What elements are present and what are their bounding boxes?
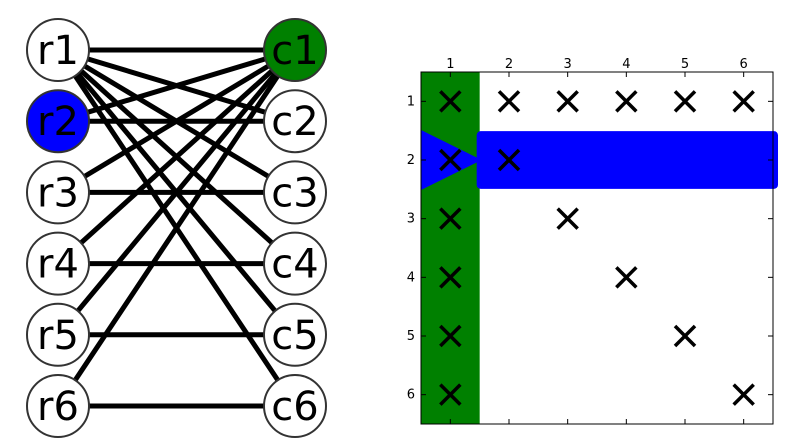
nonzero-mark-r1-c4 [615,90,638,113]
row-node-circle [26,302,90,367]
col-node-c2: c2 [263,89,327,154]
row-node-r4: r4 [26,231,90,296]
nonzero-mark-r5-c5 [673,324,697,348]
edge-r5-c1 [56,48,297,337]
edge-r3-c1 [56,47,297,195]
row-node-r6: r6 [26,374,90,438]
col-tick-label: 5 [681,57,689,72]
matrix-highlights [421,72,778,424]
col-node-c4: c4 [263,231,327,296]
nonzero-mark-r6-c1 [439,383,462,406]
row-tick-label: 4 [407,270,415,285]
col-node-circle [263,302,327,367]
col-node-c3: c3 [263,160,327,225]
col-node-c1: c1 [263,18,327,82]
nonzero-mark-r6-c6 [732,383,755,406]
graph-edges [55,47,298,409]
nonzero-mark-r1-c6 [732,90,755,113]
col-node-label: c3 [271,170,318,216]
nonzero-mark-r2-c2 [497,148,521,172]
nonzero-mark-r3-c1 [439,207,462,230]
graph-nodes: r1 r2 r3 r4 r5 r6 c1 c2 c3 c4 c5 c6 [26,18,327,438]
highlight-row [476,131,778,189]
col-node-circle [263,18,327,82]
row-node-label: r5 [37,313,79,359]
row-node-r3: r3 [26,160,90,225]
row-node-label: r6 [37,384,79,430]
row-node-label: r4 [37,242,79,288]
row-node-circle [26,374,90,438]
edge-r4-c1 [56,48,297,266]
row-node-circle [26,89,90,154]
col-node-circle [263,374,327,438]
col-node-label: c6 [271,384,318,430]
nonzero-mark-r4-c4 [615,266,638,289]
row-node-circle [26,231,90,296]
col-tick-label: 3 [564,57,572,72]
row-node-label: r3 [37,170,79,216]
matrix-marks [439,90,755,406]
sparsity-matrix: 1 2 3 4 5 6 1 2 3 4 5 6 [407,57,778,425]
nonzero-mark-r1-c1 [439,90,462,113]
highlight-column [421,72,480,424]
col-tick-label: 1 [446,57,454,72]
col-node-label: c4 [271,242,318,288]
edge-r6-c1 [55,48,298,408]
col-node-c6: c6 [263,374,327,438]
row-tick-label: 2 [407,153,415,168]
col-tick-label: 2 [505,57,513,72]
row-node-r1: r1 [26,18,90,82]
row-node-label: r2 [37,99,79,145]
col-node-label: c1 [271,28,318,74]
row-tick-label: 1 [407,94,415,109]
nonzero-mark-r4-c1 [439,266,462,289]
matrix-frame [420,71,774,425]
nonzero-mark-r3-c3 [556,207,579,230]
nonzero-mark-r2-c1 [439,148,462,172]
matrix-ticks: 1 2 3 4 5 6 1 2 3 4 5 6 [407,57,773,424]
row-tick-label: 6 [407,388,415,403]
bipartite-graph: r1 r2 r3 r4 r5 r6 c1 c2 c3 c4 c5 c6 [26,18,327,438]
col-node-label: c5 [271,313,318,359]
nonzero-mark-r1-c3 [556,90,579,113]
col-node-label: c2 [271,99,318,145]
row-tick-label: 3 [407,212,415,227]
col-node-c5: c5 [263,302,327,367]
col-node-circle [263,160,327,225]
row-node-r5: r5 [26,302,90,367]
nonzero-mark-r1-c2 [497,90,521,113]
row-node-circle [26,18,90,82]
col-tick-label: 4 [622,57,630,72]
row-node-label: r1 [37,28,79,74]
row-node-circle [26,160,90,225]
edge-r2-c1 [57,47,296,124]
row-node-r2: r2 [26,89,90,154]
col-node-circle [263,89,327,154]
nonzero-mark-r1-c5 [673,90,697,113]
col-node-circle [263,231,327,296]
col-tick-label: 6 [740,57,748,72]
nonzero-mark-r5-c1 [439,324,462,348]
row-tick-label: 5 [407,329,415,344]
